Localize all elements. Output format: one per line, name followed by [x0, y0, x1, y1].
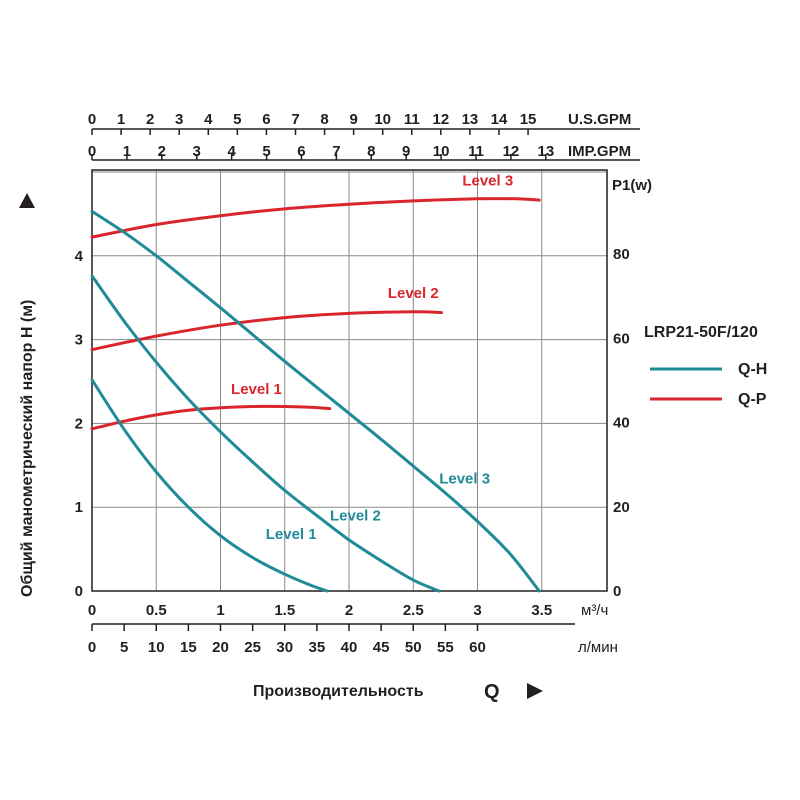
head-axis: 0 1 2 3 4	[75, 248, 84, 600]
usgpm-tick-label: 15	[520, 111, 537, 128]
usgpm-tick-label: 9	[349, 111, 357, 128]
usgpm-tick-label: 0	[88, 111, 96, 128]
impgpm-tick-label: 0	[88, 143, 96, 160]
power-axis: 0 20 40 60 80	[613, 246, 630, 600]
usgpm-tick-label: 14	[491, 111, 508, 128]
qp-curve-label: Level 2	[388, 285, 439, 302]
impgpm-tick-label: 5	[262, 143, 270, 160]
power-axis-title: P1(w)	[612, 177, 652, 194]
lmin-tick-label: 0	[88, 639, 96, 656]
usgpm-tick-label: 1	[117, 111, 125, 128]
x-axis-arrow-icon	[527, 683, 543, 699]
power-tick-label: 80	[613, 246, 630, 263]
power-tick-label: 60	[613, 330, 630, 347]
usgpm-tick-label: 5	[233, 111, 241, 128]
usgpm-tick-label: 8	[320, 111, 328, 128]
legend: LRP21-50F/120 Q-H Q-P	[644, 324, 767, 408]
impgpm-tick-label: 12	[503, 143, 520, 160]
qh-curve-label: Level 1	[266, 526, 317, 543]
m3h-tick-label: 0.5	[146, 602, 167, 619]
usgpm-unit-label: U.S.GPM	[568, 111, 631, 128]
impgpm-tick-label: 10	[433, 143, 450, 160]
lmin-tick-label: 5	[120, 639, 128, 656]
m3h-tick-label: 2	[345, 602, 353, 619]
usgpm-tick-label: 4	[204, 111, 213, 128]
legend-label-q-h: Q-H	[738, 361, 767, 378]
m3h-unit-label: м³/ч	[581, 602, 608, 619]
lmin-tick-label: 50	[405, 639, 422, 656]
impgpm-tick-label: 2	[158, 143, 166, 160]
usgpm-tick-label: 2	[146, 111, 154, 128]
curves	[90, 197, 541, 593]
usgpm-tick-label: 11	[404, 111, 420, 128]
head-tick-label: 3	[75, 332, 83, 349]
qp-curve-label: Level 3	[462, 172, 513, 189]
head-tick-label: 1	[75, 499, 83, 516]
power-tick-label: 40	[613, 415, 630, 432]
lmin-tick-label: 55	[437, 639, 454, 656]
m3h-tick-label: 3.5	[531, 602, 552, 619]
usgpm-tick-label: 6	[262, 111, 270, 128]
lmin-tick-label: 15	[180, 639, 197, 656]
qp-curve-level-1	[90, 404, 332, 431]
lmin-tick-label: 45	[373, 639, 390, 656]
impgpm-tick-label: 9	[402, 143, 410, 160]
impgpm-unit-label: IMP.GPM	[568, 143, 631, 160]
lmin-tick-label: 40	[341, 639, 358, 656]
bottom-axes: 0 0.5 1 1.5 2 2.5 3 3.5 м³/ч 0 5 10 15 20 25 30 35 40 45 50…	[88, 602, 618, 656]
lmin-tick-label: 30	[276, 639, 293, 656]
lmin-tick-label: 20	[212, 639, 229, 656]
usgpm-tick-label: 12	[432, 111, 449, 128]
usgpm-tick-label: 7	[291, 111, 299, 128]
head-tick-label: 4	[75, 248, 84, 265]
power-tick-label: 0	[613, 583, 621, 600]
qp-curve-level-3	[90, 197, 541, 239]
qh-curve-label: Level 3	[439, 471, 490, 488]
qh-curve-label: Level 2	[330, 508, 381, 525]
m3h-tick-label: 1.5	[274, 602, 295, 619]
head-tick-label: 2	[75, 415, 83, 432]
power-axis-subscript: 1	[622, 177, 630, 194]
power-axis-symbol: P	[612, 177, 622, 194]
x-axis-title: Производительность	[253, 683, 424, 700]
qp-curve-level-2	[90, 310, 443, 352]
m3h-tick-label: 3	[473, 602, 481, 619]
model-name: LRP21-50F/120	[644, 324, 758, 341]
impgpm-tick-label: 8	[367, 143, 375, 160]
qh-curve-level-2	[90, 274, 441, 593]
m3h-tick-label: 1	[216, 602, 224, 619]
legend-label-q-p: Q-P	[738, 391, 767, 408]
y-axis-title: Общий манометрический напор Н (м)	[19, 300, 36, 597]
lmin-tick-label: 10	[148, 639, 165, 656]
lmin-tick-label: 35	[309, 639, 326, 656]
impgpm-tick-label: 6	[297, 143, 305, 160]
impgpm-tick-label: 3	[193, 143, 201, 160]
lmin-unit-label: л/мин	[578, 639, 618, 656]
lmin-tick-label: 60	[469, 639, 486, 656]
qh-curve-level-3	[90, 209, 541, 593]
usgpm-tick-label: 13	[462, 111, 479, 128]
x-axis-symbol: Q	[484, 681, 500, 703]
curve-labels: Level 1 Level 2 Level 3 Level 1 Level 2 Level…	[231, 172, 513, 543]
usgpm-tick-label: 10	[374, 111, 391, 128]
usgpm-tick-label: 3	[175, 111, 183, 128]
impgpm-tick-label: 11	[468, 143, 484, 160]
y-axis-arrow-icon	[19, 193, 35, 208]
impgpm-tick-label: 4	[227, 143, 236, 160]
power-axis-unit: (w)	[630, 177, 652, 194]
head-tick-label: 0	[75, 583, 83, 600]
impgpm-tick-label: 1	[123, 143, 131, 160]
lmin-tick-label: 25	[244, 639, 261, 656]
chart-grid	[92, 170, 607, 591]
m3h-tick-label: 0	[88, 602, 96, 619]
power-tick-label: 20	[613, 499, 630, 516]
impgpm-tick-label: 13	[537, 143, 554, 160]
qh-curve-level-1	[90, 378, 329, 593]
qp-curve-label: Level 1	[231, 381, 282, 398]
impgpm-tick-label: 7	[332, 143, 340, 160]
m3h-tick-label: 2.5	[403, 602, 424, 619]
